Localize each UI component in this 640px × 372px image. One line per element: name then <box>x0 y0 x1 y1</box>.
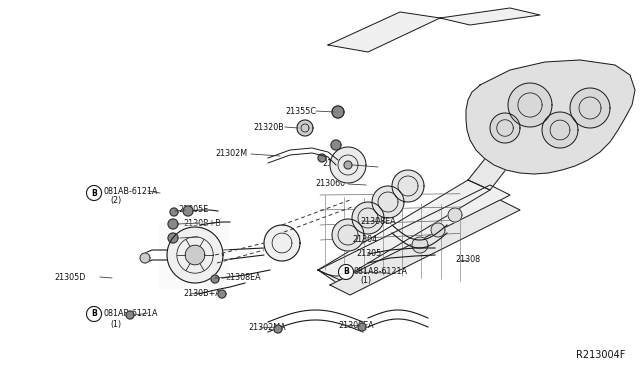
Polygon shape <box>352 202 384 234</box>
Text: 21308: 21308 <box>455 254 480 263</box>
Polygon shape <box>332 106 344 118</box>
Polygon shape <box>570 88 610 128</box>
Polygon shape <box>168 219 178 229</box>
Polygon shape <box>372 186 404 218</box>
Polygon shape <box>466 60 635 174</box>
Text: B: B <box>343 267 349 276</box>
Polygon shape <box>170 208 178 216</box>
Text: B: B <box>91 310 97 318</box>
Text: (2): (2) <box>110 196 121 205</box>
Polygon shape <box>392 170 424 202</box>
Text: 21308EA: 21308EA <box>225 273 260 282</box>
Text: B: B <box>91 189 97 198</box>
Polygon shape <box>264 225 300 261</box>
Text: 21304: 21304 <box>352 235 377 244</box>
Text: 2130BJ: 2130BJ <box>322 160 350 169</box>
Polygon shape <box>185 245 205 265</box>
Polygon shape <box>468 90 560 190</box>
Text: 21305D: 21305D <box>54 273 85 282</box>
Polygon shape <box>431 223 445 237</box>
Polygon shape <box>332 219 364 251</box>
Polygon shape <box>211 275 219 283</box>
Text: 21308EA: 21308EA <box>360 217 396 225</box>
Polygon shape <box>330 200 520 295</box>
Polygon shape <box>274 325 282 333</box>
Polygon shape <box>339 264 353 279</box>
Polygon shape <box>508 83 552 127</box>
Text: 21305: 21305 <box>356 248 381 257</box>
Text: 21302M: 21302M <box>216 150 248 158</box>
Text: 081A8-6121A: 081A8-6121A <box>354 266 408 276</box>
Text: (1): (1) <box>110 320 121 328</box>
Text: 2130B+A: 2130B+A <box>183 289 221 298</box>
Polygon shape <box>328 12 440 52</box>
Polygon shape <box>331 140 341 150</box>
Text: 21309E: 21309E <box>180 232 211 241</box>
Polygon shape <box>318 180 490 280</box>
Polygon shape <box>167 227 223 283</box>
Text: R213004F: R213004F <box>575 350 625 360</box>
Polygon shape <box>218 290 226 298</box>
Polygon shape <box>448 208 462 222</box>
Polygon shape <box>168 233 178 243</box>
Polygon shape <box>86 186 102 201</box>
Polygon shape <box>542 112 578 148</box>
Polygon shape <box>340 180 490 290</box>
Polygon shape <box>344 161 352 169</box>
Polygon shape <box>297 120 313 136</box>
Text: 213060: 213060 <box>316 179 346 187</box>
Polygon shape <box>140 253 150 263</box>
Polygon shape <box>159 222 228 288</box>
Polygon shape <box>440 8 540 25</box>
Text: (1): (1) <box>360 276 371 285</box>
Text: 2130B+B: 2130B+B <box>183 218 221 228</box>
Polygon shape <box>490 113 520 143</box>
Polygon shape <box>358 323 366 331</box>
Polygon shape <box>318 185 510 285</box>
Text: 21305E: 21305E <box>178 205 208 215</box>
Polygon shape <box>318 154 326 162</box>
Text: 21320B: 21320B <box>253 122 284 131</box>
Polygon shape <box>412 237 428 253</box>
Polygon shape <box>330 147 366 183</box>
Text: 21302MA: 21302MA <box>248 323 285 331</box>
Text: 081AB-6121A: 081AB-6121A <box>104 308 159 317</box>
Polygon shape <box>183 206 193 216</box>
Polygon shape <box>126 311 134 319</box>
Text: 21355C: 21355C <box>285 106 316 115</box>
Text: 21308EA: 21308EA <box>338 321 374 330</box>
Text: 081AB-6121A: 081AB-6121A <box>104 186 159 196</box>
Polygon shape <box>86 307 102 321</box>
